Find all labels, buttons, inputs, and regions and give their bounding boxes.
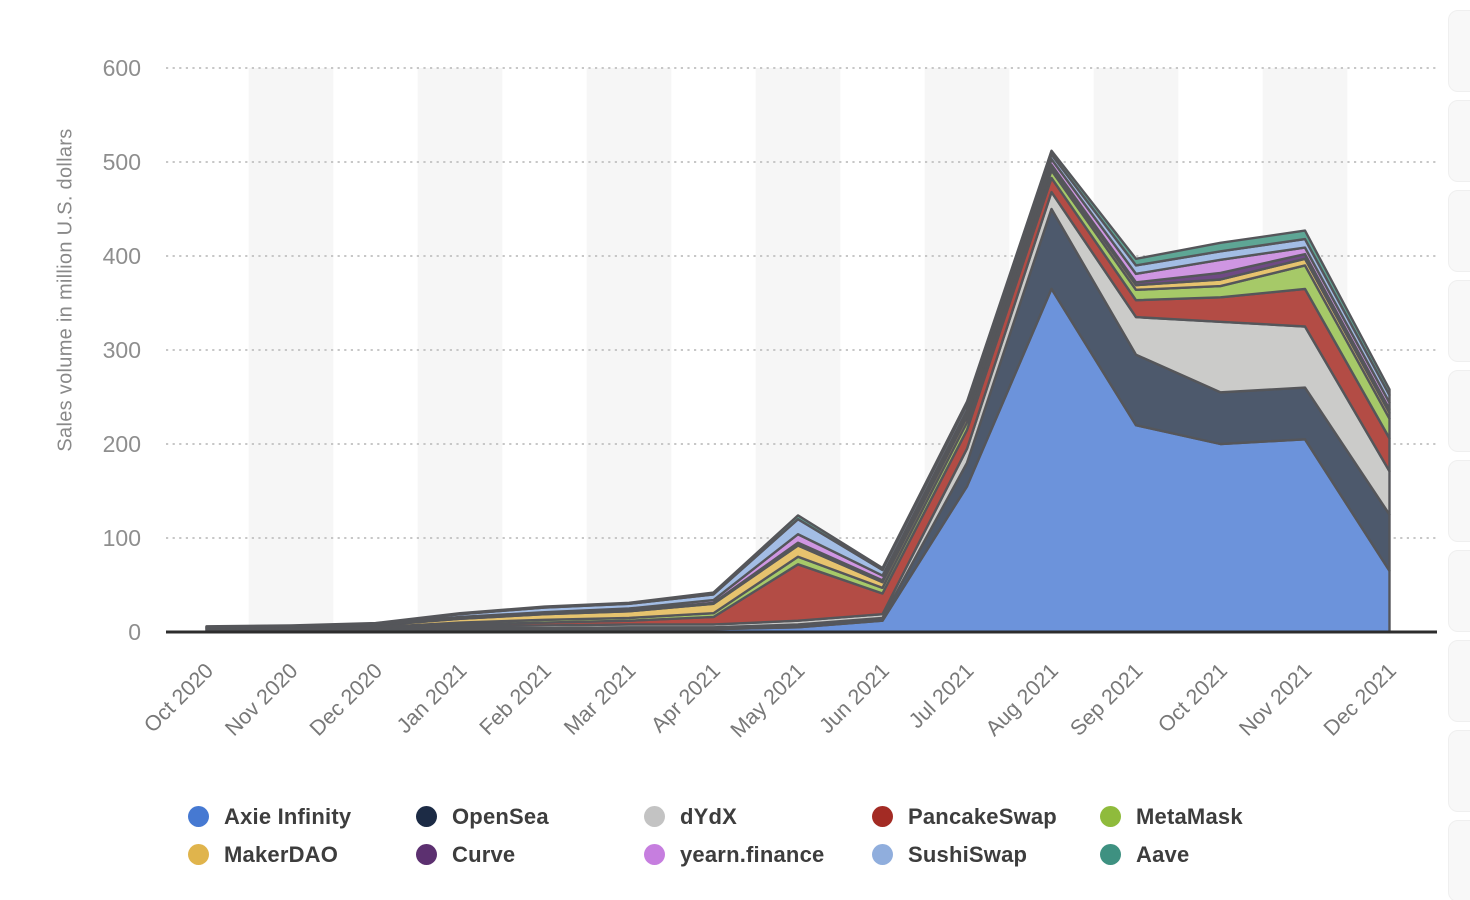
ghost-panel-tile	[1448, 10, 1470, 92]
y-axis-tick-label: 100	[103, 525, 141, 551]
x-axis-label: Oct 2021	[1153, 659, 1232, 738]
legend-swatch-icon	[872, 806, 893, 827]
x-axis-label: Jan 2021	[392, 659, 472, 739]
ghost-panel-tile	[1448, 550, 1470, 632]
legend-swatch-icon	[416, 806, 437, 827]
legend-item-aave[interactable]: Aave	[1100, 842, 1328, 867]
legend-swatch-icon	[644, 806, 665, 827]
ghost-panel-tile	[1448, 820, 1470, 900]
legend-item-dydx[interactable]: dYdX	[644, 804, 872, 829]
ghost-panel-tile	[1448, 190, 1470, 272]
legend-item-makerdao[interactable]: MakerDAO	[188, 842, 416, 867]
ghost-panel-tile	[1448, 370, 1470, 452]
y-axis-tick-label: 300	[103, 337, 141, 363]
legend-swatch-icon	[416, 844, 437, 865]
y-axis-tick-label: 400	[103, 243, 141, 269]
legend-label: MetaMask	[1136, 803, 1243, 829]
x-axis-label: Nov 2021	[1234, 659, 1316, 741]
ghost-panel-tile	[1448, 460, 1470, 542]
legend-item-pancakeswap[interactable]: PancakeSwap	[872, 804, 1100, 829]
legend-item-curve[interactable]: Curve	[416, 842, 644, 867]
x-axis-label: Nov 2020	[220, 659, 302, 741]
legend-label: dYdX	[680, 803, 738, 829]
legend-swatch-icon	[644, 844, 665, 865]
ghost-panel-tile	[1448, 100, 1470, 182]
legend-label: Curve	[452, 841, 516, 867]
chart-legend: Axie Infinity OpenSea dYdX PancakeSwap MetaM…	[188, 804, 1328, 867]
y-axis-tick-label: 600	[103, 55, 141, 81]
legend-item-axie-infinity[interactable]: Axie Infinity	[188, 804, 416, 829]
legend-item-metamask[interactable]: MetaMask	[1100, 804, 1328, 829]
x-axis-label: Dec 2020	[305, 659, 387, 741]
x-axis-label: Jul 2021	[904, 659, 978, 733]
legend-label: Axie Infinity	[224, 803, 352, 829]
x-axis-label: Aug 2021	[981, 659, 1063, 741]
ghost-panel-tile	[1448, 730, 1470, 812]
x-axis-label: Jun 2021	[815, 659, 895, 739]
x-axis-label: Mar 2021	[559, 659, 640, 740]
legend-label: Aave	[1136, 841, 1190, 867]
ghost-panel-tile	[1448, 280, 1470, 362]
x-axis-label: Dec 2021	[1319, 659, 1401, 741]
legend-swatch-icon	[872, 844, 893, 865]
background-band	[248, 68, 334, 632]
x-axis-label: May 2021	[726, 659, 810, 743]
legend-label: SushiSwap	[908, 841, 1028, 867]
y-axis-tick-label: 200	[103, 431, 141, 457]
y-axis-tick-label: 0	[128, 619, 141, 645]
legend-item-yearn-finance[interactable]: yearn.finance	[644, 842, 872, 867]
ghost-panel-tile	[1448, 640, 1470, 722]
area-series-aave[interactable]	[205, 149, 1391, 628]
legend-label: MakerDAO	[224, 841, 339, 867]
legend-swatch-icon	[1100, 806, 1121, 827]
legend-item-opensea[interactable]: OpenSea	[416, 804, 644, 829]
y-axis-title: Sales volume in million U.S. dollars	[54, 128, 77, 452]
legend-label: OpenSea	[452, 803, 549, 829]
x-axis-label: Feb 2021	[475, 659, 556, 740]
legend-swatch-icon	[188, 806, 209, 827]
legend-swatch-icon	[188, 844, 209, 865]
y-axis-tick-label: 500	[103, 149, 141, 175]
x-axis-label: Sep 2021	[1065, 659, 1147, 741]
legend-swatch-icon	[1100, 844, 1121, 865]
x-axis-label: Oct 2020	[139, 659, 218, 738]
legend-item-sushiswap[interactable]: SushiSwap	[872, 842, 1100, 867]
side-panel-edge	[1448, 10, 1470, 900]
legend-label: yearn.finance	[680, 841, 825, 867]
x-axis-label: Apr 2021	[646, 659, 725, 738]
legend-label: PancakeSwap	[908, 803, 1057, 829]
